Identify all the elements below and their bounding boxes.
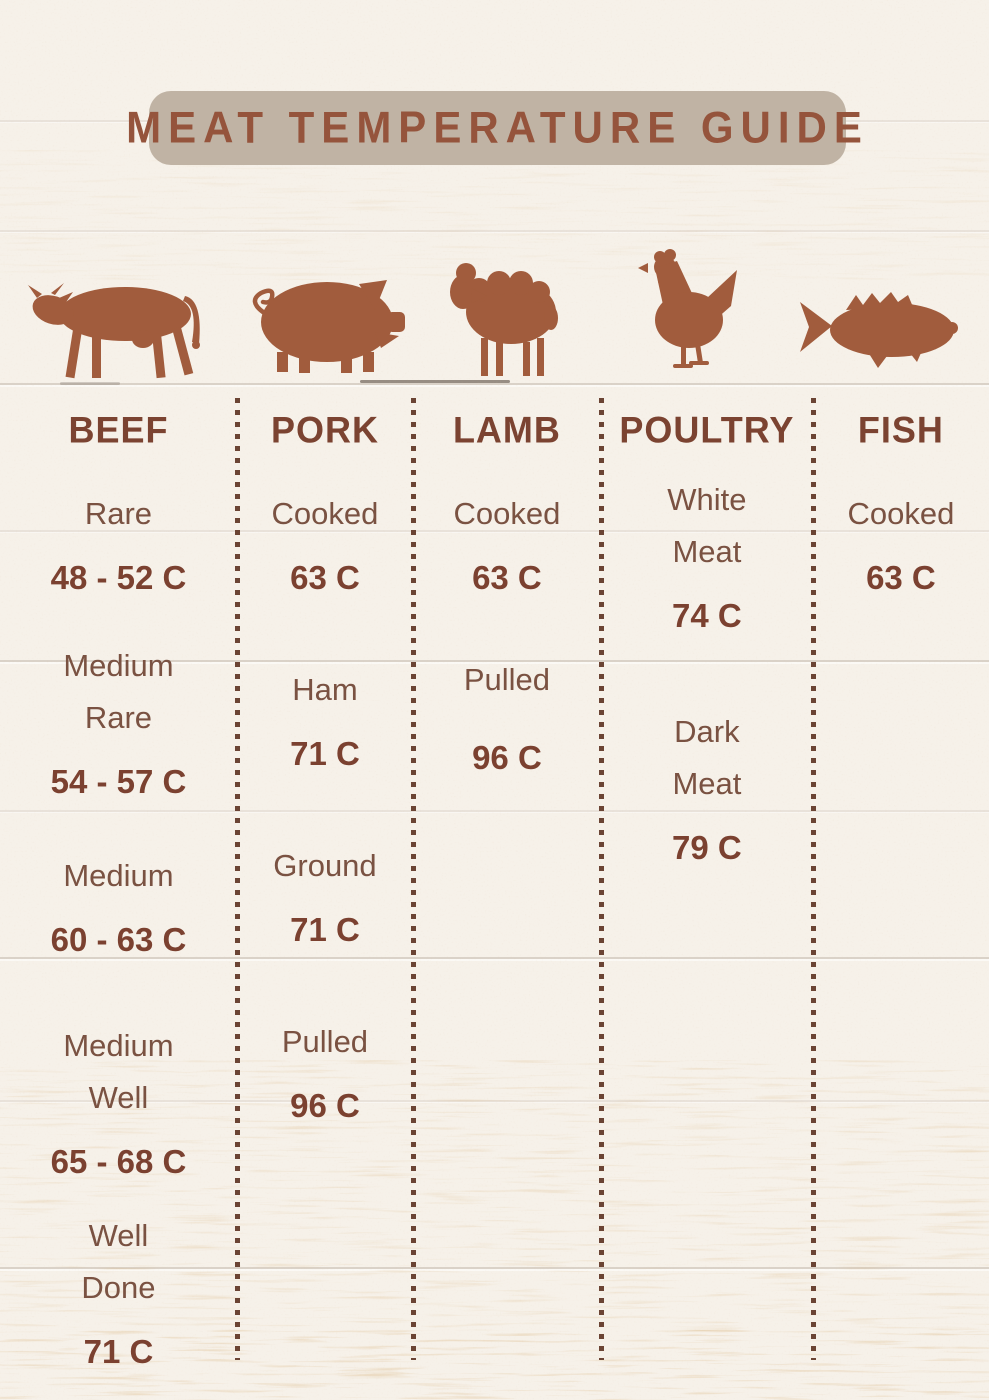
temp-entry: Cooked 63 C (848, 488, 955, 604)
cut-label: Medium (63, 858, 174, 893)
cut-label: White Meat (667, 482, 747, 569)
cut-label: Cooked (847, 496, 955, 531)
cut-label: Medium Rare (63, 648, 174, 735)
column-pork: PORK Cooked 63 C Ham 71 C Ground 71 C Pulled 96 … (237, 398, 413, 1400)
column-header: POULTRY (619, 408, 795, 451)
cut-label: Medium Well (63, 1028, 174, 1115)
cut-label: Ham (292, 672, 358, 707)
temp-value: 71 C (290, 735, 360, 772)
temp-entry: Ham 71 C (290, 664, 360, 780)
temp-value: 96 C (472, 739, 542, 776)
temp-entry: Ground 71 C (273, 840, 376, 956)
temp-entry: Medium Rare 54 - 57 C (51, 640, 187, 808)
temp-entry: Pulled 96 C (464, 654, 550, 784)
temp-entry: Cooked 63 C (454, 488, 561, 604)
cut-label: Dark Meat (672, 714, 742, 801)
column-header: PORK (270, 408, 379, 451)
temp-value: 96 C (290, 1087, 360, 1124)
temp-value: 63 C (472, 559, 542, 596)
temp-entry: Medium 60 - 63 C (51, 850, 187, 966)
fish-icon (798, 286, 962, 374)
temp-entry: Pulled 96 C (282, 1016, 368, 1132)
temp-value: 48 - 52 C (50, 559, 187, 596)
hen-icon (636, 248, 742, 372)
page-title: MEAT TEMPERATURE GUIDE (126, 102, 869, 153)
entries: Cooked 63 C Ham 71 C Ground 71 C Pulled 96 C (237, 462, 413, 1132)
animal-row (0, 240, 989, 390)
columns: BEEF Rare 48 - 52 C Medium Rare 54 - 57 C Med… (0, 398, 989, 1400)
entries: Cooked 63 C Pulled 96 C (413, 462, 601, 784)
cut-label: Pulled (281, 1024, 369, 1059)
column-header: LAMB (452, 408, 561, 451)
temp-entry: Well Done 71 C (52, 1210, 184, 1378)
cut-label: Ground (273, 848, 377, 883)
temp-value: 65 - 68 C (50, 1143, 187, 1180)
sheep-icon (446, 256, 560, 378)
pig-icon (248, 276, 412, 374)
temp-entry: Rare 48 - 52 C (51, 488, 187, 604)
entries: White Meat 74 C Dark Meat 79 C (601, 462, 813, 874)
temp-value: 60 - 63 C (50, 921, 187, 958)
column-poultry: POULTRY White Meat 74 C Dark Meat 79 C (601, 398, 813, 1400)
temp-value: 79 C (672, 829, 742, 866)
column-header: FISH (857, 408, 944, 451)
temp-value: 63 C (290, 559, 360, 596)
temp-value: 63 C (866, 559, 936, 596)
temp-entry: Dark Meat 79 C (641, 706, 773, 874)
title-banner: MEAT TEMPERATURE GUIDE (126, 91, 862, 165)
temp-entry: Medium Well 65 - 68 C (51, 1020, 187, 1188)
temp-value: 74 C (672, 597, 742, 634)
plank-seam (0, 230, 989, 232)
column-beef: BEEF Rare 48 - 52 C Medium Rare 54 - 57 C Med… (0, 398, 237, 1400)
column-header: BEEF (68, 408, 169, 451)
cow-icon (24, 268, 216, 380)
temp-entry: White Meat 74 C (641, 474, 773, 642)
entries: Cooked 63 C (813, 462, 989, 604)
entries: Rare 48 - 52 C Medium Rare 54 - 57 C Medium 6… (0, 462, 237, 1378)
temp-value: 71 C (290, 911, 360, 948)
temp-value: 54 - 57 C (50, 763, 187, 800)
cut-label: Cooked (453, 496, 561, 531)
cut-label: Pulled (463, 662, 551, 697)
cut-label: Cooked (271, 496, 379, 531)
temp-entry: Cooked 63 C (272, 488, 379, 604)
column-fish: FISH Cooked 63 C (813, 398, 989, 1400)
cut-label: Rare (84, 496, 153, 531)
column-lamb: LAMB Cooked 63 C Pulled 96 C (413, 398, 601, 1400)
temp-value: 71 C (83, 1333, 154, 1370)
cut-label: Well Done (81, 1218, 156, 1305)
